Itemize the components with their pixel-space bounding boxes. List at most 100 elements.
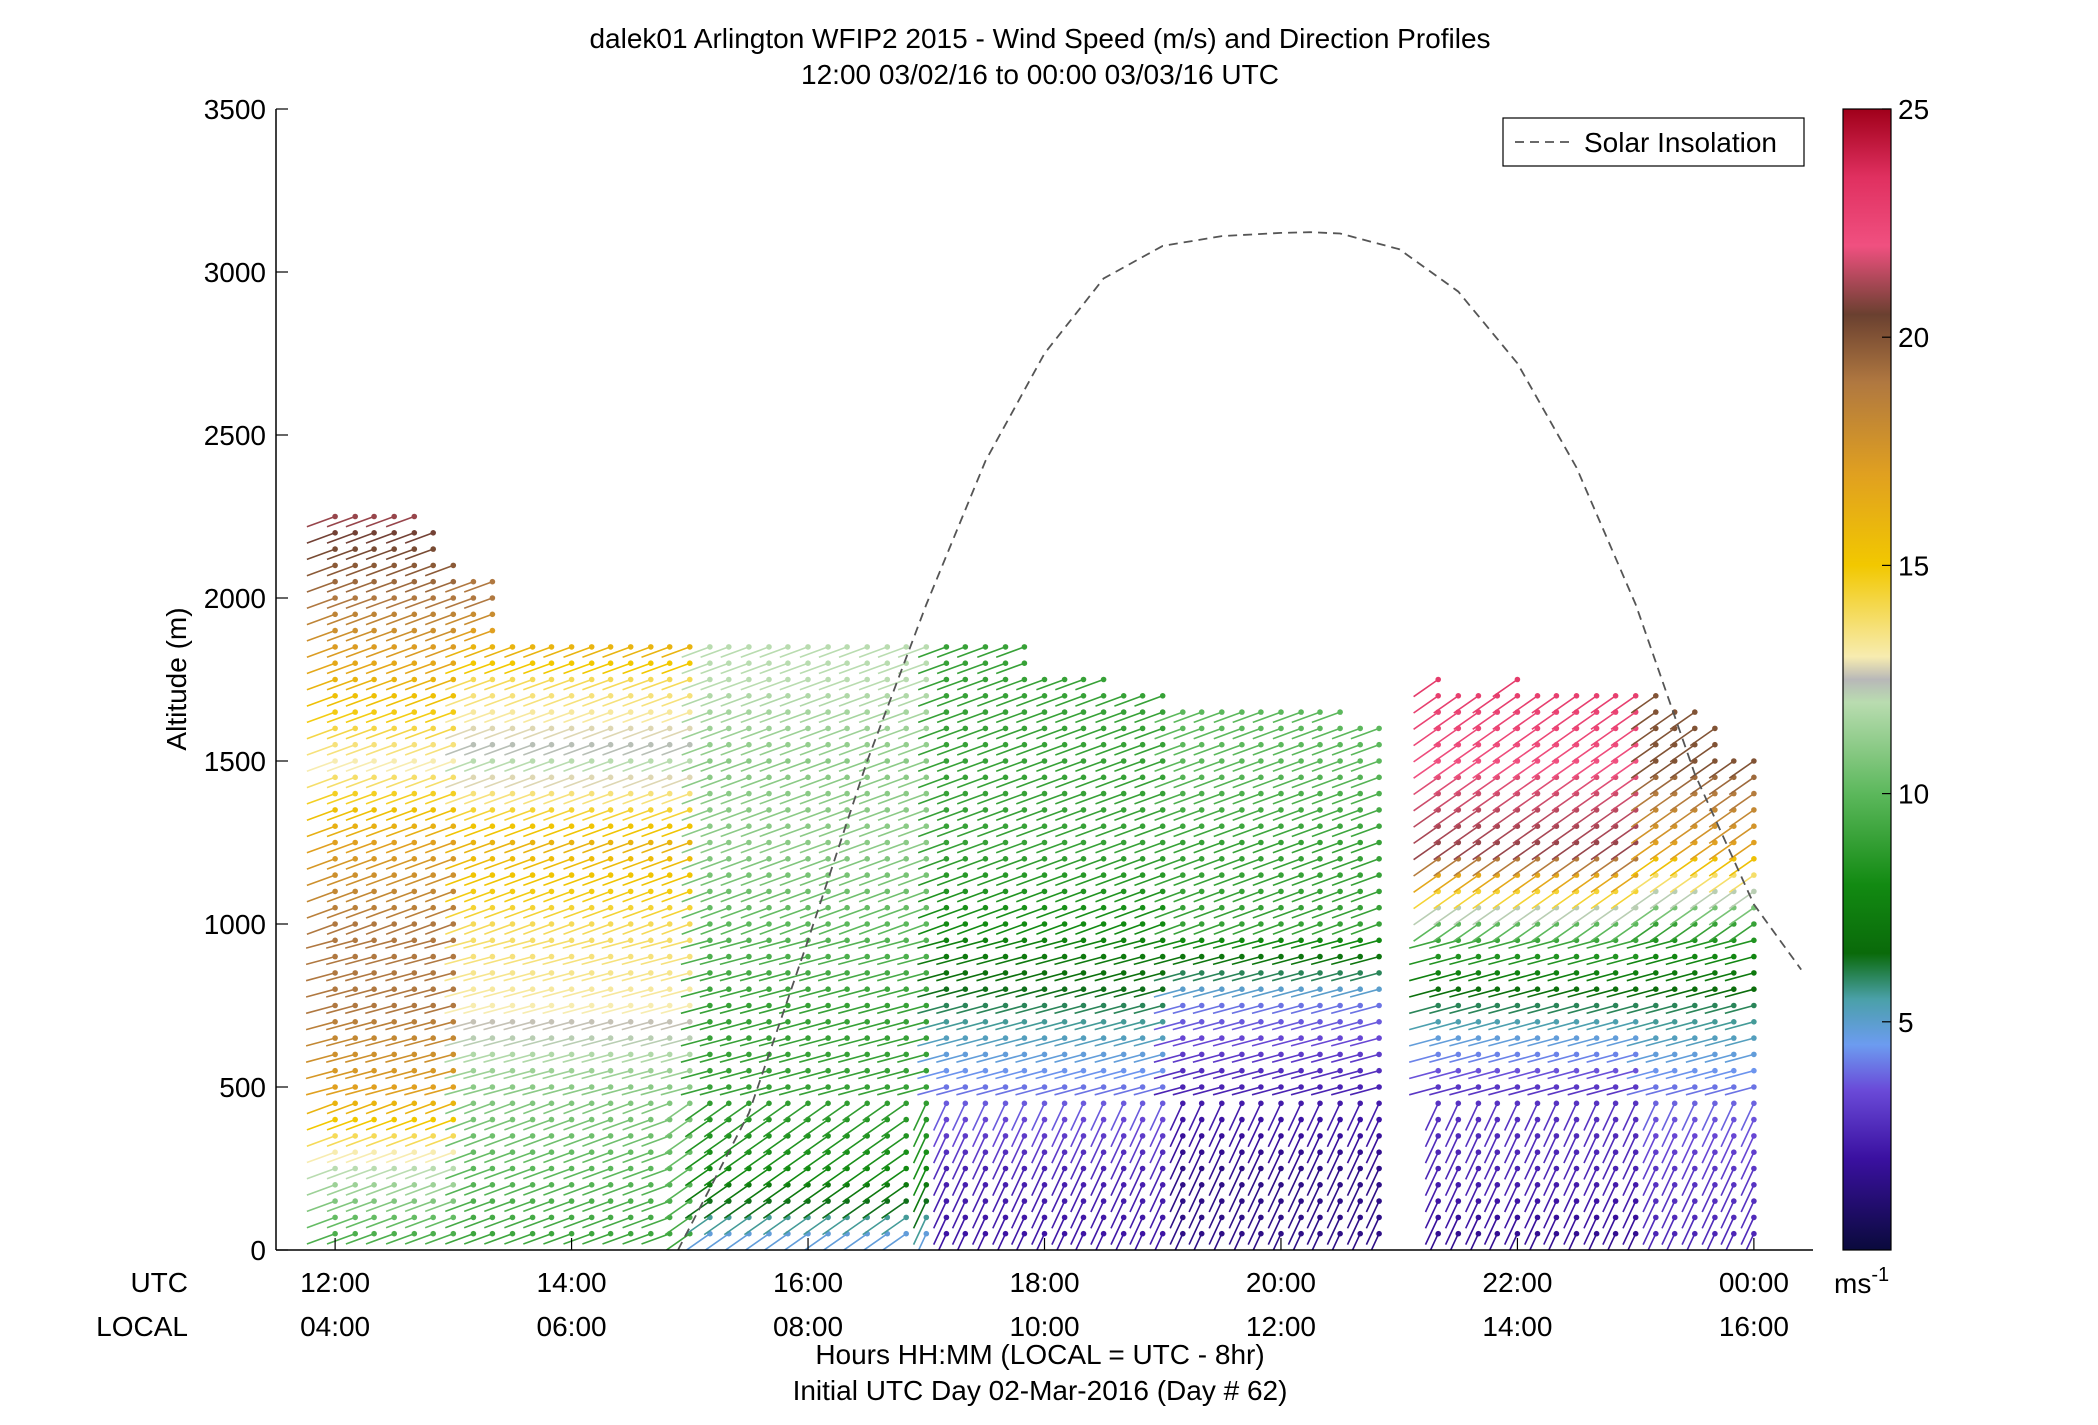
wind-barb-staff (503, 972, 533, 982)
wind-barb-point (982, 970, 989, 976)
wind-barb-staff (1090, 1168, 1105, 1197)
wind-barb-staff (1016, 792, 1045, 805)
wind-barb-staff (306, 1167, 336, 1180)
wind-barb-point (1671, 1198, 1678, 1204)
wind-barb-point (1632, 1133, 1639, 1139)
wind-barb-point (1514, 1165, 1521, 1172)
wind-barb-staff (877, 662, 907, 675)
wind-barb-staff (365, 1184, 395, 1196)
wind-barb-point (962, 1182, 969, 1188)
wind-barb-staff (1330, 939, 1361, 949)
wind-barb-point (982, 1051, 989, 1058)
wind-barb-point (943, 1133, 950, 1139)
wind-barb-staff (581, 972, 611, 982)
wind-barb-staff (1056, 1233, 1066, 1250)
wind-barb-staff (1630, 792, 1657, 812)
wind-barb-point (864, 888, 870, 895)
wind-barb-point (1317, 725, 1323, 732)
wind-barb-point (332, 709, 338, 715)
wind-barb-point (332, 986, 338, 992)
wind-barb-point (627, 921, 634, 927)
wind-barb-point (864, 660, 870, 666)
wind-barb-point (785, 1100, 791, 1107)
wind-barb-point (1553, 1214, 1560, 1221)
wind-barb-staff (684, 1167, 711, 1187)
wind-barb-point (1021, 1019, 1028, 1025)
wind-barb-point (352, 986, 359, 992)
wind-barb-point (1061, 1230, 1068, 1237)
wind-barb-staff (1094, 939, 1124, 949)
wind-barb-point (1219, 807, 1225, 813)
wind-barb-staff (661, 776, 691, 789)
wind-barb-staff (424, 1151, 454, 1164)
wind-barb-point (844, 660, 850, 666)
wind-barb-staff (897, 711, 927, 724)
wind-barb-staff (345, 727, 375, 740)
wind-barb-point (627, 856, 634, 862)
wind-barb-staff (305, 955, 336, 966)
wind-barb-staff (897, 760, 927, 773)
wind-barb-staff (326, 1200, 356, 1213)
wind-barb-point (607, 1067, 614, 1074)
wind-barb-point (1298, 1084, 1304, 1090)
wind-barb-staff (1010, 1119, 1026, 1148)
wind-barb-point (352, 644, 359, 650)
wind-barb-staff (306, 662, 336, 675)
wind-barb-point (1180, 1149, 1186, 1155)
wind-barb-point (1692, 725, 1698, 732)
wind-barb-point (1573, 1214, 1580, 1221)
wind-barb-staff (445, 923, 474, 936)
wind-barb-point (1475, 1214, 1482, 1221)
wind-barb-point (352, 1116, 359, 1123)
wind-barb-point (1435, 1165, 1441, 1172)
wind-barb-staff (1154, 906, 1184, 919)
wind-barb-staff (365, 1216, 395, 1229)
wind-barb-staff (1567, 1021, 1597, 1031)
wind-barb-point (1712, 1084, 1718, 1090)
wind-barb-staff (1267, 1217, 1282, 1245)
wind-barb-staff (1172, 1069, 1202, 1080)
wind-barb-staff (1645, 1004, 1675, 1015)
wind-barb-point (1653, 1149, 1659, 1155)
wind-barb-staff (1149, 1151, 1164, 1180)
wind-barb-staff (1492, 923, 1518, 942)
wind-barb-staff (543, 1167, 572, 1180)
wind-barb-point (1100, 839, 1107, 846)
wind-barb-staff (1054, 939, 1084, 949)
wind-barb-point (509, 644, 516, 650)
wind-barb-point (1100, 1230, 1107, 1237)
wind-barb-staff (995, 1053, 1025, 1063)
wind-barb-staff (1492, 858, 1518, 877)
wind-barb-staff (1433, 744, 1459, 763)
wind-barb-staff (951, 1200, 967, 1229)
wind-barb-staff (1075, 841, 1104, 854)
wind-barb-point (1219, 1002, 1225, 1009)
wind-barb-staff (484, 841, 513, 854)
wind-barb-staff (1408, 939, 1439, 949)
wind-barb-point (411, 807, 418, 813)
wind-barb-staff (877, 923, 907, 936)
wind-barb-staff (424, 1184, 454, 1196)
wind-barb-staff (744, 1233, 770, 1250)
wind-barb-point (1198, 725, 1205, 732)
wind-barb-point (746, 986, 752, 992)
wind-barb-staff (842, 1233, 868, 1250)
wind-barb-point (1435, 676, 1441, 683)
wind-barb-staff (1094, 988, 1124, 998)
wind-barb-staff (1129, 1119, 1144, 1148)
wind-barb-staff (1472, 744, 1498, 763)
wind-barb-point (766, 1067, 772, 1074)
wind-barb-point (1573, 1230, 1580, 1237)
wind-barb-point (352, 953, 359, 960)
wind-barb-staff (622, 1118, 652, 1131)
wind-barb-point (489, 937, 496, 944)
wind-barb-staff (1551, 776, 1577, 796)
wind-barb-staff (1449, 988, 1479, 998)
wind-barb-staff (956, 1086, 986, 1096)
wind-barb-point (844, 839, 850, 846)
wind-barb-staff (504, 1216, 533, 1229)
wind-barb-staff (680, 939, 711, 949)
wind-barb-staff (700, 695, 730, 707)
wind-barb-point (1100, 1084, 1107, 1090)
wind-barb-point (352, 725, 359, 732)
